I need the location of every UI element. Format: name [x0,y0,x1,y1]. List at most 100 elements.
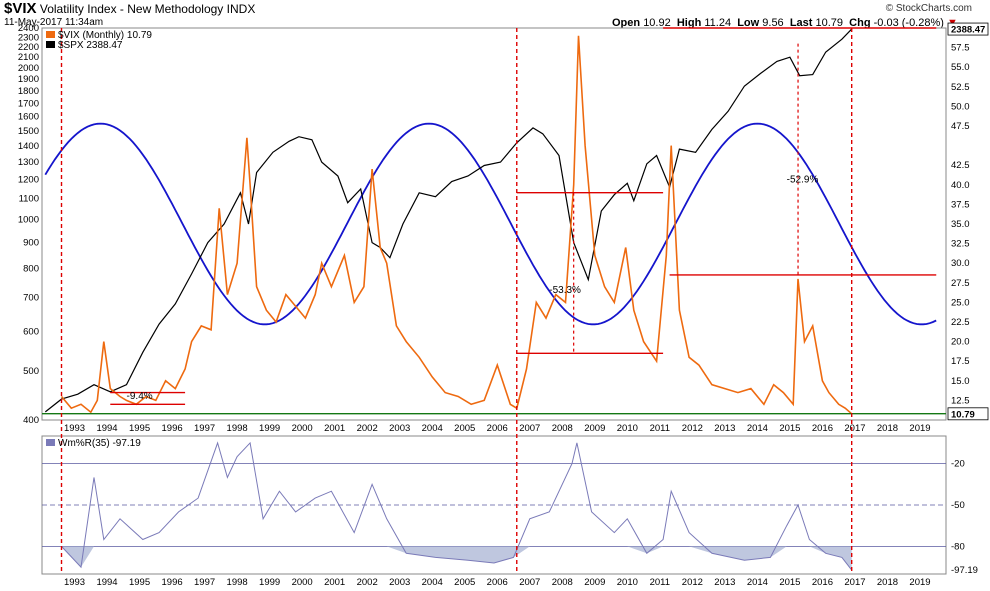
open-label: Open [612,17,641,29]
x-axis-tick: 2016 [812,423,833,434]
low-label: Low [737,17,760,29]
right-axis-tick: 55.0 [951,62,970,73]
indicator-axis-tick: -97.19 [951,565,978,576]
indicator-axis-tick: -50 [951,500,965,511]
indicator-axis-tick: -80 [951,541,965,552]
right-axis-tick: 47.5 [951,121,970,132]
x-axis-tick: 2010 [617,423,638,434]
x-axis-tick-lower: 2008 [552,577,573,588]
left-axis-tick: 2300 [18,32,39,43]
x-axis-tick: 2011 [650,423,670,434]
x-axis-tick: 1998 [227,423,248,434]
x-axis-tick-lower: 2005 [454,577,475,588]
left-axis-tick: 2400 [18,23,39,34]
x-axis-tick: 2000 [292,423,313,434]
x-axis-tick-lower: 2018 [877,577,898,588]
left-axis-tick: 1700 [18,98,39,109]
x-axis-tick-lower: 1999 [259,577,280,588]
right-axis-tick: 50.0 [951,101,970,112]
x-axis-tick-lower: 2006 [487,577,508,588]
right-axis-tick: 15.0 [951,376,970,387]
x-axis-tick-lower: 1997 [194,577,215,588]
right-axis-tick: 57.5 [951,43,970,54]
x-axis-tick-lower: 1998 [227,577,248,588]
spx-legend-label: $SPX 2388.47 [58,40,123,51]
last-vix-badge-box [947,407,989,421]
left-axis-tick: 2000 [18,63,39,74]
low-value: 9.56 [762,17,784,29]
last-label: Last [789,17,813,29]
left-axis-tick: 2200 [18,42,39,53]
x-axis-tick: 1993 [64,423,85,434]
x-axis-tick-lower: 2007 [519,577,540,588]
drawdown-annotation: -53.3% [549,285,581,296]
chart-date: 11-May-2017 11:34am [4,17,104,28]
drawdown-annotation: -52.9% [787,174,819,185]
high-value: 11.24 [704,17,732,29]
x-axis-tick: 1996 [162,423,183,434]
x-axis-tick: 2007 [519,423,540,434]
spx-line [44,28,853,413]
x-axis-tick: 2008 [552,423,573,434]
x-axis-tick: 1995 [129,423,150,434]
right-axis-tick: 20.0 [951,337,970,348]
price-panel-frame [41,27,947,421]
x-axis-tick-lower: 1993 [64,577,85,588]
left-axis-tick: 1800 [18,86,39,97]
right-axis-tick: 37.5 [951,199,970,210]
x-axis-tick-lower: 2000 [292,577,313,588]
x-axis-tick-lower: 2012 [682,577,703,588]
x-axis-tick-lower: 2010 [617,577,638,588]
left-axis-tick: 600 [23,326,39,337]
x-axis-tick-lower: 1996 [162,577,183,588]
left-axis-tick: 700 [23,293,39,304]
cycle-curve [44,122,937,326]
vix-legend-swatch [46,31,55,38]
x-axis-tick: 2006 [487,423,508,434]
x-axis-tick: 2001 [324,423,345,434]
x-axis-tick-lower: 2002 [357,577,378,588]
vix-legend-label: $VIX (Monthly) 10.79 [58,30,152,41]
x-axis-tick: 1994 [96,423,117,434]
williams-legend-swatch [46,439,55,446]
williams-oversold-fill [61,546,852,571]
right-axis-tick: 12.5 [951,395,970,406]
x-axis-tick-lower: 2014 [747,577,768,588]
x-axis-tick-lower: 1995 [129,577,150,588]
x-axis-tick: 2002 [357,423,378,434]
left-axis-tick: 2100 [18,52,39,63]
title-label: Volatility Index - New Methodology [39,2,224,16]
right-axis-tick: 17.5 [951,356,970,367]
x-axis-tick-lower: 1994 [96,577,117,588]
x-axis-tick-lower: 2019 [909,577,930,588]
left-axis-tick: 1400 [18,141,39,152]
left-axis-tick: 1100 [19,194,39,205]
x-axis-tick-lower: 2004 [422,577,443,588]
right-axis-tick: 32.5 [951,239,970,250]
x-axis-tick: 1997 [194,423,215,434]
x-axis-tick: 2004 [422,423,443,434]
left-axis-tick: 1900 [18,74,39,85]
right-axis-tick: 40.0 [951,180,970,191]
x-axis-tick: 2005 [454,423,475,434]
indicator-axis-tick: -20 [951,459,965,470]
x-axis-tick-lower: 2013 [714,577,735,588]
x-axis-tick-lower: 2011 [650,577,670,588]
right-axis-tick: 52.5 [951,82,970,93]
high-label: High [676,17,702,29]
x-axis-tick: 2013 [714,423,735,434]
x-axis-tick: 2018 [877,423,898,434]
last-spx-badge-box [947,22,989,36]
right-axis-tick: 22.5 [951,317,970,328]
williams-line [61,441,853,571]
x-axis-tick: 2009 [584,423,605,434]
x-axis-tick-lower: 2009 [584,577,605,588]
chart-title: $VIX Volatility Index - New Methodology … [4,0,255,17]
x-axis-tick: 2015 [779,423,800,434]
x-axis-tick-lower: 2017 [844,577,865,588]
x-axis-tick-lower: 2016 [812,577,833,588]
x-axis-tick-lower: 2015 [779,577,800,588]
last-value: 10.79 [815,17,844,29]
left-axis-tick: 800 [23,263,39,274]
